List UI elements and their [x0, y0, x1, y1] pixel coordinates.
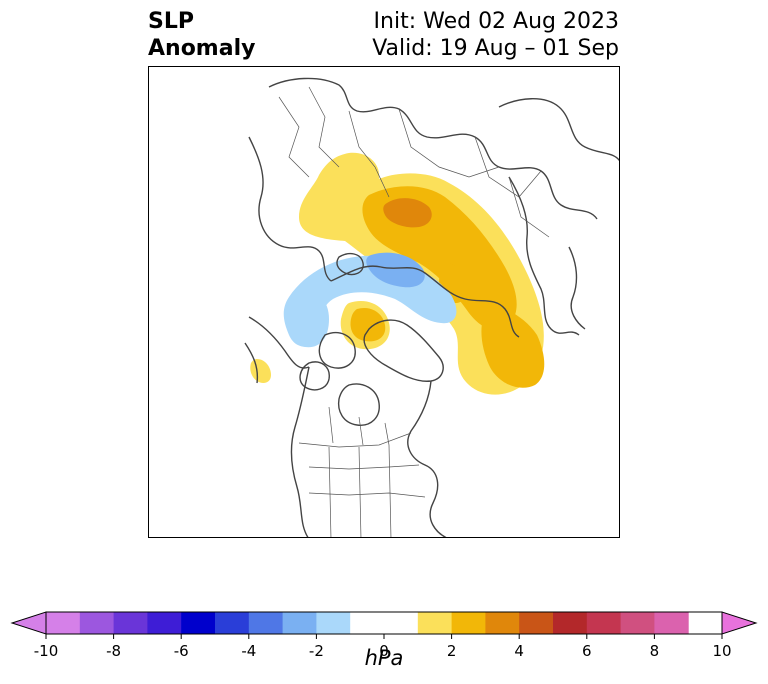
- colorbar-bands: [46, 612, 689, 634]
- colorbar-band: [553, 612, 588, 634]
- colorbar-tick-label: 8: [650, 642, 660, 660]
- colorbar-tick-label: 10: [712, 642, 731, 660]
- border-europe-1: [278, 96, 310, 178]
- coastline-canadian-archipelago: [299, 331, 356, 391]
- colorbar-band: [654, 612, 689, 634]
- border-china-russia: [508, 176, 550, 238]
- colorbar-band: [620, 612, 655, 634]
- coastlines: [244, 77, 619, 537]
- coastline-siberia-east: [508, 176, 580, 336]
- colorbar-band: [248, 612, 284, 634]
- colorbar-band: [215, 612, 250, 634]
- map-title: SLP Anomaly: [148, 8, 255, 62]
- colorbar-band: [79, 612, 115, 634]
- colorbar-band: [417, 612, 453, 634]
- colorbar-band: [519, 612, 554, 634]
- coastline-scandinavia: [248, 136, 332, 282]
- border-russia-kazakh: [398, 108, 500, 178]
- coastline-russia-arctic: [330, 265, 520, 338]
- valid-date-label: Valid: 19 Aug – 01 Sep: [372, 36, 619, 61]
- colorbar-band: [316, 612, 351, 634]
- anomaly-arctic-negative-core: [366, 252, 425, 288]
- colorbar-band: [282, 612, 317, 634]
- border-china-mongolia: [474, 136, 542, 198]
- coastline-europe: [268, 77, 598, 220]
- border-canada-us: [298, 432, 412, 448]
- anomaly-north-pacific-positive: [481, 303, 545, 388]
- border-canada-provinces: [328, 406, 390, 446]
- anomaly-pacific-small-positive: [250, 359, 271, 383]
- colorbar-band: [181, 612, 216, 634]
- colorbar-tick-label: -6: [174, 642, 189, 660]
- colorbar-tick-label: -8: [106, 642, 121, 660]
- colorbar-band: [147, 612, 182, 634]
- slp-anomaly-map: [244, 77, 619, 537]
- coastline-svalbard: [336, 252, 364, 276]
- colorbar-tick-label: 2: [447, 642, 457, 660]
- colorbar-band: [350, 612, 419, 634]
- date-info: Init: Wed 02 Aug 2023 Valid: 19 Aug – 01…: [372, 8, 619, 62]
- colorbar-band: [586, 612, 622, 634]
- political-borders: [278, 86, 550, 537]
- border-europe-3: [348, 110, 390, 198]
- coastline-north-america-east: [407, 380, 447, 537]
- title-line-1: SLP: [148, 9, 194, 34]
- colorbar-ticks: -10 -8 -6 -4 -2 0 2 4 6 8 10: [34, 634, 732, 660]
- border-europe-2: [308, 86, 340, 168]
- border-us-states-1: [308, 464, 420, 470]
- border-us-states-3: [328, 444, 392, 537]
- colorbar-tick-label: 0: [379, 642, 389, 660]
- coastline-alaska: [244, 316, 310, 384]
- colorbar-band: [451, 612, 486, 634]
- coastline-far-east: [498, 98, 619, 162]
- colorbar-band: [46, 612, 81, 634]
- colorbar-extend-high: [721, 611, 758, 635]
- anomaly-arctic-negative-west: [288, 288, 329, 348]
- colorbar-tick-label: 4: [514, 642, 524, 660]
- colorbar-tick-label: 6: [582, 642, 592, 660]
- border-us-states-2: [308, 492, 426, 498]
- colorbar-band: [485, 612, 520, 634]
- coastline-japan: [568, 246, 586, 330]
- anomaly-siberia-peak: [383, 198, 432, 228]
- anomaly-fields: [250, 152, 545, 395]
- colorbar-unit-label: hPa: [364, 646, 404, 670]
- map-panel: [148, 66, 620, 538]
- colorbar-tick-label: -2: [309, 642, 324, 660]
- colorbar-extend-low: [10, 611, 47, 635]
- colorbar-tick-label: -10: [34, 642, 59, 660]
- init-date-label: Init: Wed 02 Aug 2023: [373, 9, 619, 34]
- coastline-hudson-bay: [337, 383, 380, 426]
- title-line-2: Anomaly: [148, 36, 256, 61]
- colorbar-tick-label: -4: [241, 642, 256, 660]
- colorbar-band: [113, 612, 148, 634]
- coastline-north-america-west: [290, 366, 310, 537]
- colorbar: -10 -8 -6 -4 -2 0 2 4 6 8 10: [10, 611, 758, 660]
- coastline-greenland: [363, 319, 444, 382]
- anomaly-greenland-positive: [350, 307, 386, 342]
